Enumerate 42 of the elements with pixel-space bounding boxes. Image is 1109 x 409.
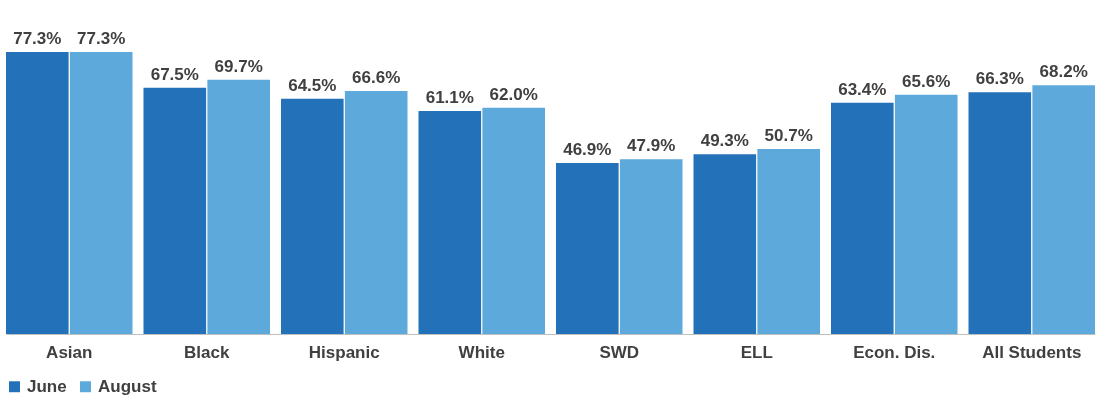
bar	[344, 91, 408, 334]
data-label: 68.2%	[1039, 62, 1088, 82]
bar	[207, 79, 270, 334]
legend-label: June	[27, 376, 67, 396]
x-tick-label: Asian	[46, 342, 93, 362]
data-label: 77.3%	[13, 29, 62, 48]
data-label: 66.6%	[352, 68, 401, 88]
legend-label: August	[98, 376, 157, 396]
x-tick-label: Hispanic	[308, 342, 380, 362]
bar	[556, 162, 619, 334]
x-tick-label: Econ. Dis.	[853, 342, 936, 362]
data-label: 47.9%	[627, 136, 676, 156]
bar	[143, 87, 207, 334]
x-tick-label: All Students	[982, 342, 1082, 362]
bar	[281, 98, 344, 334]
x-tick-label: ELL	[740, 342, 773, 362]
data-label: 61.1%	[425, 88, 474, 108]
bar	[693, 154, 757, 334]
bar	[831, 102, 894, 334]
data-label: 62.0%	[489, 84, 538, 104]
x-tick-label: SWD	[599, 342, 640, 362]
bar	[6, 52, 69, 334]
data-label: 77.3%	[77, 29, 126, 48]
data-label: 46.9%	[563, 139, 612, 159]
bar	[1032, 85, 1095, 334]
x-tick-label: White	[458, 342, 505, 362]
bar	[894, 94, 958, 334]
data-label: 66.3%	[975, 69, 1024, 89]
data-label: 67.5%	[150, 64, 199, 84]
x-tick-label: Black	[184, 342, 230, 362]
bar	[757, 149, 820, 334]
bar	[968, 92, 1032, 334]
data-label: 69.7%	[214, 56, 263, 76]
bar	[619, 159, 683, 334]
data-label: 64.5%	[288, 75, 337, 95]
data-label: 49.3%	[700, 131, 749, 151]
data-label: 65.6%	[902, 71, 951, 91]
bar	[69, 52, 133, 334]
data-label: 50.7%	[764, 126, 813, 146]
bar	[482, 107, 545, 334]
data-label: 63.4%	[838, 79, 887, 99]
bar	[418, 111, 482, 334]
